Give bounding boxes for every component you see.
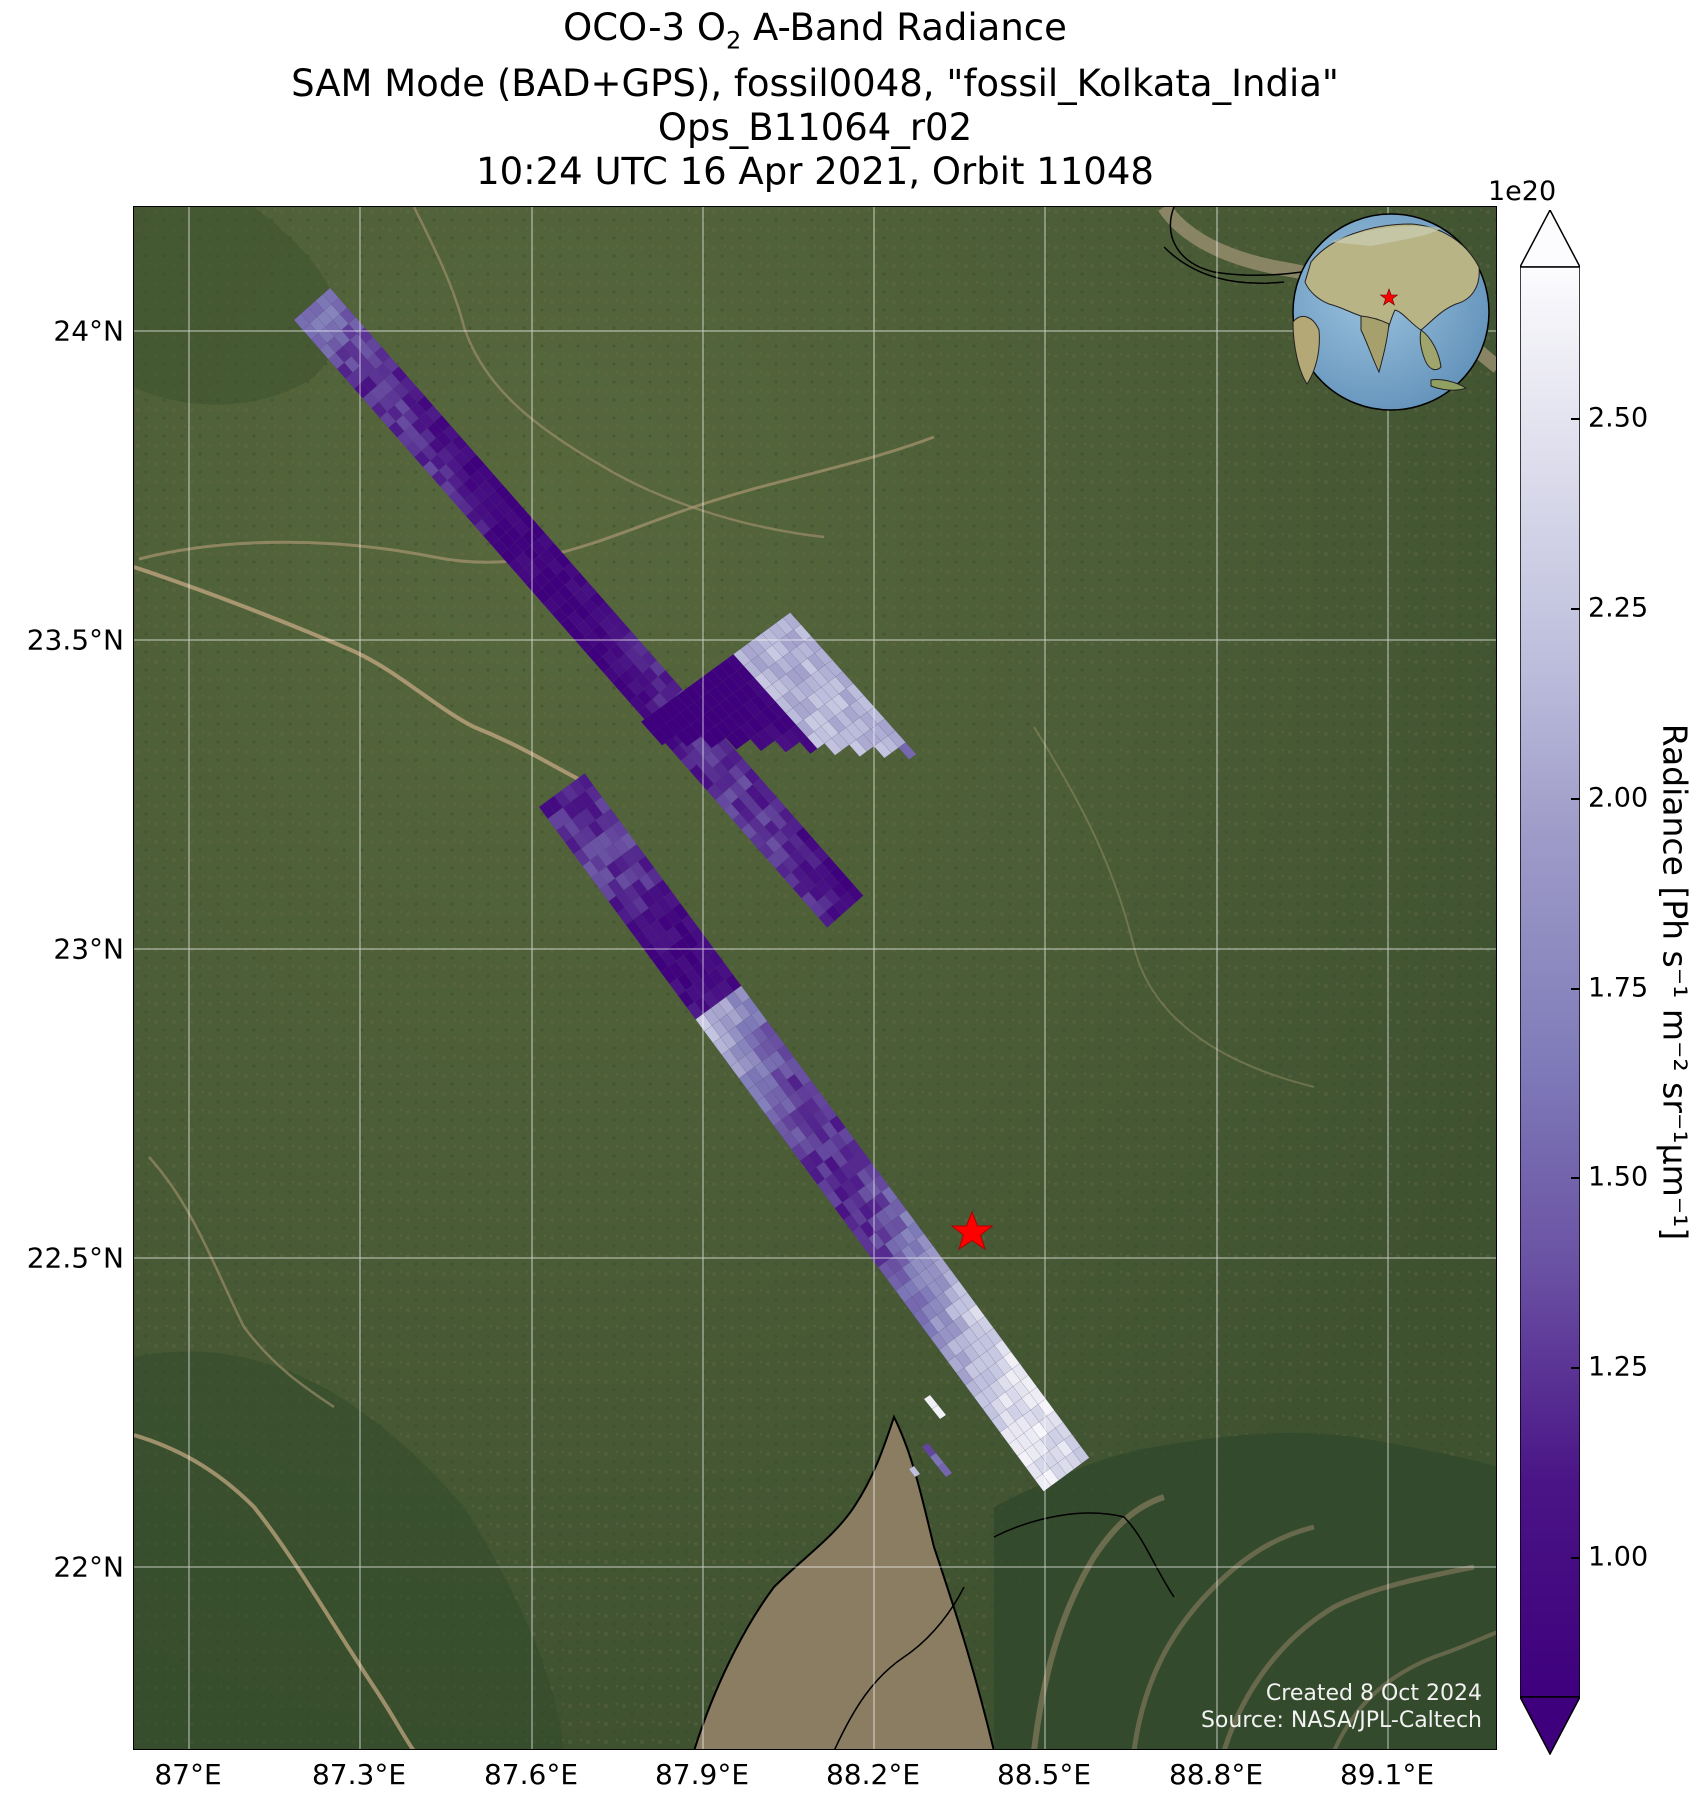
lon-label-87-6: 87.6°E xyxy=(483,1758,579,1791)
swath-strip-south xyxy=(538,773,1090,1492)
sounding-cell xyxy=(931,1404,947,1420)
map-svg xyxy=(134,207,1496,1749)
colorbar-tickmark xyxy=(1571,1367,1580,1369)
swath-strip-main xyxy=(640,612,917,760)
river-damodar xyxy=(134,565,585,784)
delta-channel-1 xyxy=(1031,1494,1165,1749)
lon-label-87: 87°E xyxy=(154,1758,222,1791)
delta-channel-2 xyxy=(1131,1524,1315,1749)
river-ganges xyxy=(412,207,825,539)
colorbar-tick-label: 1.00 xyxy=(1588,1541,1649,1573)
delta-channel-3 xyxy=(1222,1564,1475,1749)
swath-fragment-2 xyxy=(921,1442,953,1478)
sounding-cell xyxy=(898,742,917,760)
lon-label-88-5: 88.5°E xyxy=(996,1758,1092,1791)
colorbar-tick-label: 2.25 xyxy=(1588,592,1649,624)
sounding-cell xyxy=(937,1462,953,1478)
gridlines xyxy=(134,207,1496,1749)
forest-region-north xyxy=(134,207,339,405)
colorbar-exponent: 1e20 xyxy=(1488,176,1557,207)
colorbar-tickmark xyxy=(1571,1557,1580,1559)
sounding-cell xyxy=(847,885,864,903)
globe-india xyxy=(1360,315,1390,374)
colorbar-tick-label: 1.50 xyxy=(1588,1161,1649,1193)
colorbar xyxy=(1520,210,1580,1755)
delta-channel-4 xyxy=(1332,1630,1496,1749)
lat-label-22-5: 22.5°N xyxy=(26,1241,124,1275)
colorbar-tickmark xyxy=(1571,988,1580,990)
sundarbans xyxy=(994,1432,1496,1749)
lat-label-23-5: 23.5°N xyxy=(26,623,124,657)
target-star-marker xyxy=(950,1210,994,1251)
colorbar-extend-max xyxy=(1520,210,1580,268)
colorbar-tickmark xyxy=(1571,1177,1580,1179)
colorbar-extend-min xyxy=(1520,1696,1580,1755)
inset-globe-map xyxy=(1292,213,1490,411)
colorbar-gradient xyxy=(1520,266,1580,1698)
lon-label-87-9: 87.9°E xyxy=(654,1758,750,1791)
swath-fragment-3 xyxy=(908,1465,921,1478)
river-rupnarayan xyxy=(148,1156,335,1409)
river-western xyxy=(134,1433,416,1749)
credit-created: Created 8 Oct 2024 xyxy=(1265,1681,1482,1706)
sounding-cell xyxy=(908,1465,921,1478)
globe-southeast-asia xyxy=(1419,329,1442,371)
map-panel[interactable]: Created 8 Oct 2024 Source: NASA/JPL-Calt… xyxy=(133,206,1497,1750)
swath-layer xyxy=(293,287,1090,1492)
lat-label-24: 24°N xyxy=(53,314,124,348)
river-east xyxy=(1033,726,1315,1088)
globe-siberia xyxy=(1331,225,1441,246)
lon-label-89-1: 89.1°E xyxy=(1339,1758,1435,1791)
globe-target-star xyxy=(1379,288,1399,306)
forest-region xyxy=(134,1351,564,1749)
swath-fragment-1 xyxy=(923,1394,947,1420)
title-line-3: Ops_B11064_r02 xyxy=(657,106,973,150)
colorbar-tickmark xyxy=(1571,798,1580,800)
globe-indonesia xyxy=(1430,379,1468,391)
lat-label-22: 22°N xyxy=(53,1550,124,1584)
colorbar-tick-label: 1.25 xyxy=(1588,1351,1649,1383)
colorbar-tickmark xyxy=(1571,418,1580,420)
chart-title: OCO-3 O2 A-Band Radiance SAM Mode (BAD+G… xyxy=(133,6,1497,194)
hooghly-lower-channel xyxy=(834,1586,965,1749)
colorbar-label: Radiance [Ph s⁻¹ m⁻² sr⁻¹μm⁻¹] xyxy=(1655,723,1695,1241)
sounding-cell xyxy=(1072,1445,1090,1464)
lon-label-88-8: 88.8°E xyxy=(1168,1758,1264,1791)
title-line-2: SAM Mode (BAD+GPS), fossil0048, "fossil_… xyxy=(291,62,1339,106)
lon-label-88-2: 88.2°E xyxy=(825,1758,921,1791)
title-line-1: OCO-3 O2 A-Band Radiance xyxy=(133,6,1497,62)
colorbar-tick-label: 2.50 xyxy=(1588,402,1649,434)
colorbar-tick-label: 2.00 xyxy=(1588,782,1649,814)
title-line-1-suffix: A-Band Radiance xyxy=(741,6,1067,49)
colorbar-tickmark xyxy=(1571,608,1580,610)
title-subscript: 2 xyxy=(725,26,742,55)
globe-africa-edge xyxy=(1292,315,1320,385)
lon-label-87-3: 87.3°E xyxy=(311,1758,407,1791)
colorbar-tick-label: 1.75 xyxy=(1588,972,1649,1004)
title-line-1-prefix: OCO-3 O xyxy=(563,6,726,49)
credit-source: Source: NASA/JPL-Caltech xyxy=(1200,1708,1482,1733)
lat-label-23: 23°N xyxy=(53,932,124,966)
title-line-4: 10:24 UTC 16 Apr 2021, Orbit 11048 xyxy=(476,150,1154,194)
